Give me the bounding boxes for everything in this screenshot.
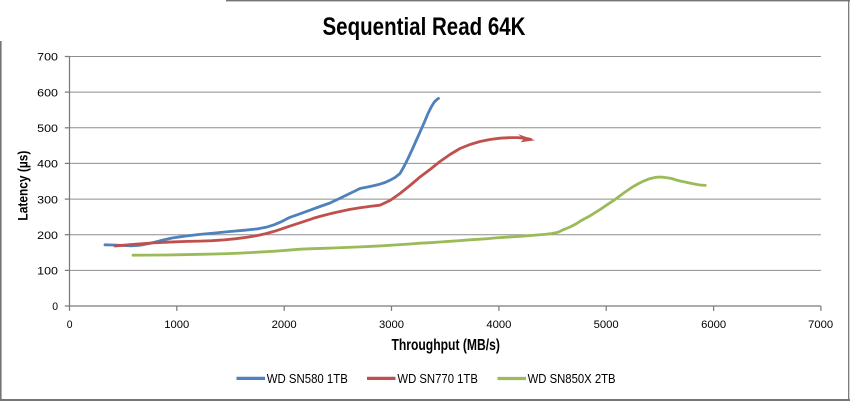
svg-text:WD SN770 1TB: WD SN770 1TB [397,371,478,386]
svg-text:400: 400 [37,159,58,171]
svg-text:3000: 3000 [379,319,404,331]
svg-text:0: 0 [67,319,73,331]
svg-text:600: 600 [37,87,58,99]
svg-text:Sequential Read 64K: Sequential Read 64K [323,13,526,41]
svg-text:WD SN580 1TB: WD SN580 1TB [267,371,348,386]
svg-text:100: 100 [37,266,58,278]
svg-text:700: 700 [37,52,58,64]
svg-text:6000: 6000 [701,319,726,331]
svg-text:5000: 5000 [594,319,619,331]
svg-text:300: 300 [37,194,58,206]
svg-text:Latency (µs): Latency (µs) [16,151,31,221]
svg-text:7000: 7000 [808,319,833,331]
svg-text:0: 0 [52,301,58,313]
svg-text:200: 200 [37,230,58,242]
svg-text:WD SN850X 2TB: WD SN850X 2TB [528,371,616,386]
svg-text:1000: 1000 [164,319,189,331]
svg-text:4000: 4000 [486,319,511,331]
svg-text:500: 500 [37,123,58,135]
svg-text:Throughput (MB/s): Throughput (MB/s) [391,337,500,354]
svg-text:2000: 2000 [272,319,297,331]
